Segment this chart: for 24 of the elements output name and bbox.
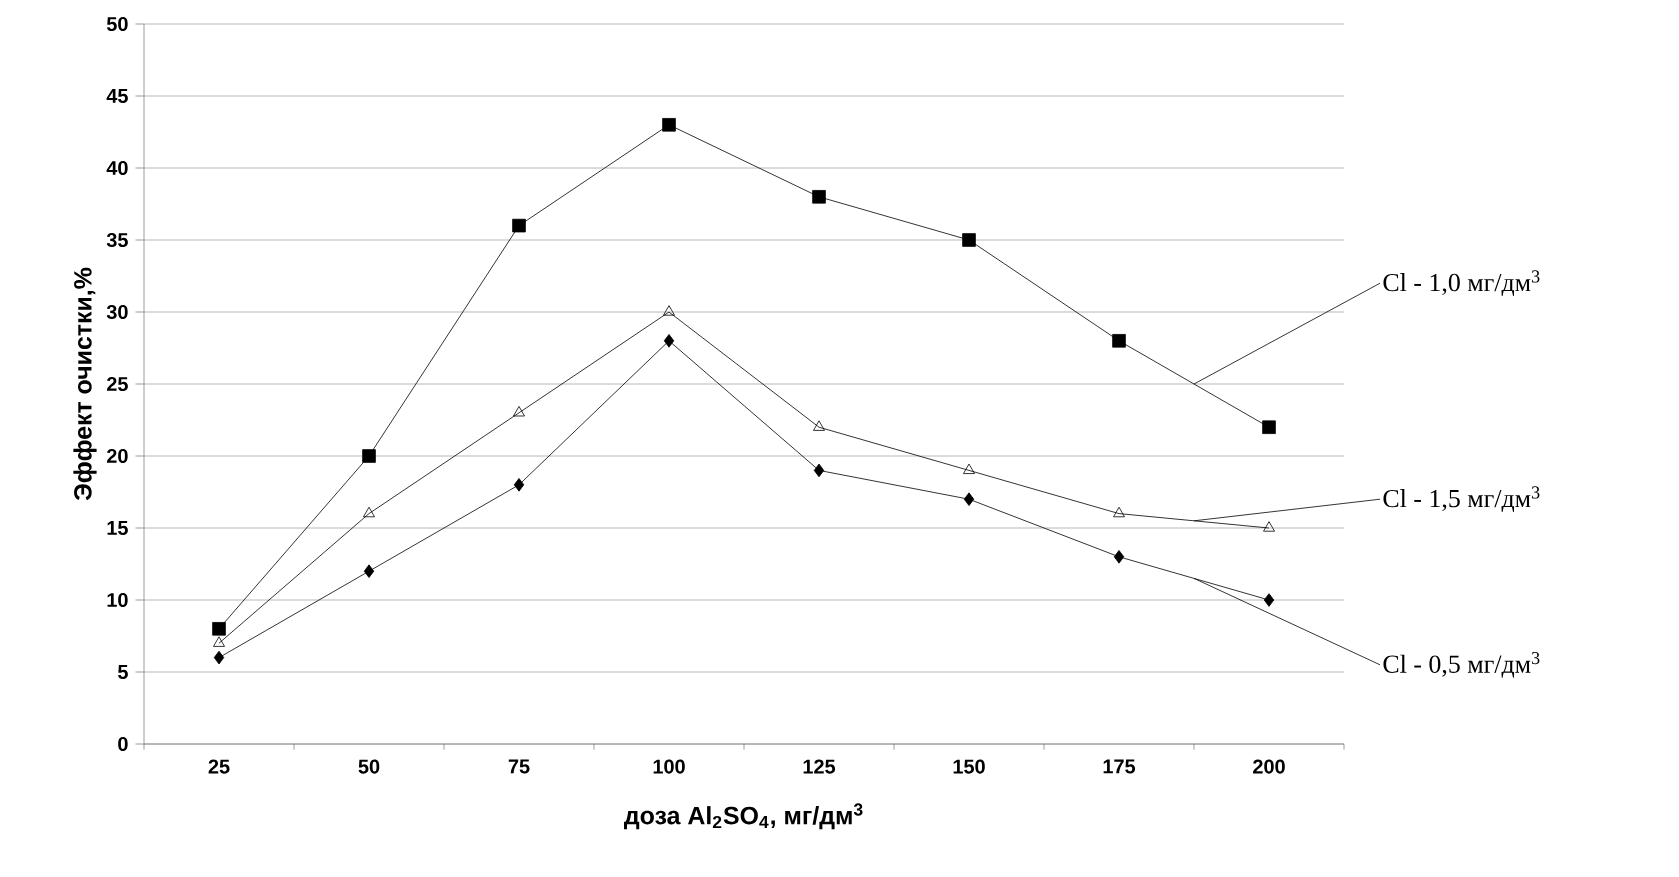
y-tick-label: 35 (106, 232, 128, 248)
x-tick-label: 50 (358, 759, 380, 774)
text: Cl - 0,5 мг/дм$^{3}$ (1383, 651, 1540, 678)
y-tick-label: 45 (106, 89, 128, 103)
x-tick-label: 25 (208, 759, 230, 774)
text: Cl - 1,0 мг/дм$^{3}$ (1383, 270, 1540, 297)
x-tick-label: 200 (1253, 759, 1285, 774)
x-axis-title: доза Al$_{2}$SO$_{4}$, мг/дм$^{3}$ (624, 803, 863, 830)
text: Cl - 1,5 мг/дм$^{3}$ (1383, 486, 1540, 513)
x-tick-label: 100 (653, 759, 685, 774)
y-tick-label: 30 (106, 304, 128, 320)
y-tick-label: 0 (118, 736, 128, 752)
y-tick-label: 20 (106, 448, 128, 464)
y-tick-label: 25 (106, 376, 128, 392)
x-tick-label: 175 (1103, 759, 1136, 774)
x-tick-label: 150 (953, 759, 985, 774)
y-tick-label: 10 (107, 592, 128, 608)
x-tick-label: 75 (508, 759, 530, 774)
y-tick-label: 5 (118, 665, 128, 679)
y-tick-label: 50 (106, 16, 128, 32)
y-tick-label: 40 (106, 160, 128, 176)
x-tick-label: 125 (803, 759, 836, 774)
y-tick-label: 15 (107, 521, 128, 535)
y-axis-title: Эффект очистки,% (73, 267, 97, 501)
